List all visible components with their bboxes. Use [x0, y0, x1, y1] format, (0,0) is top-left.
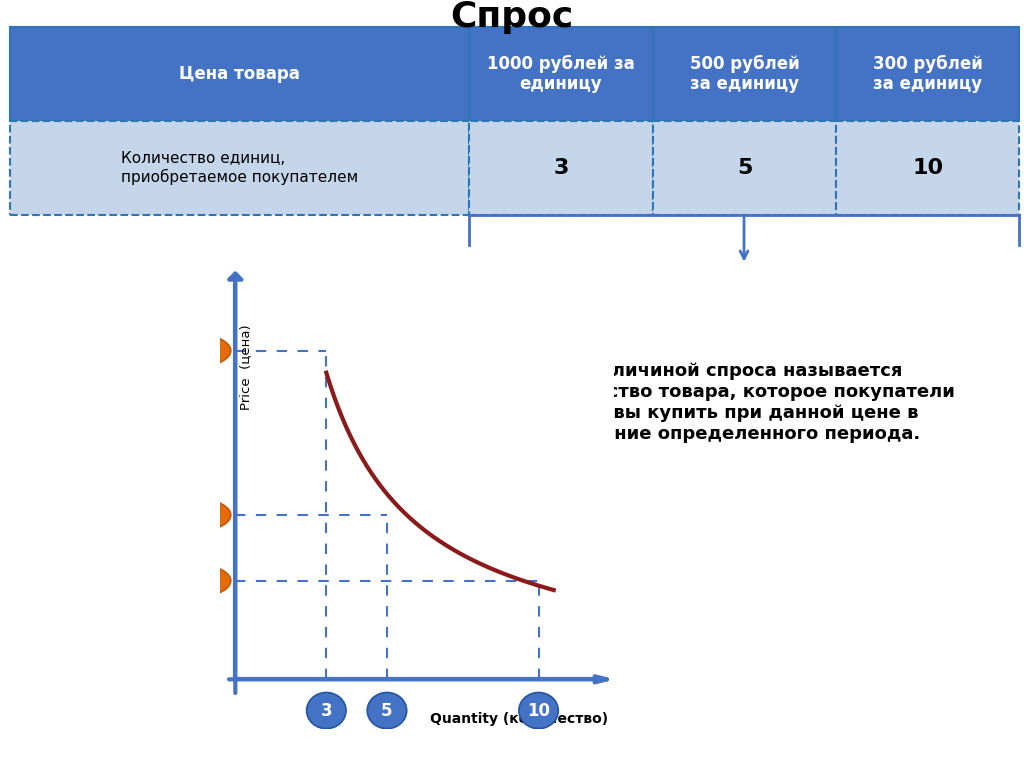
Bar — [10, 27, 469, 121]
Text: Quantity (количество): Quantity (количество) — [430, 712, 608, 726]
Text: Price  (цена): Price (цена) — [240, 324, 253, 410]
Text: 10: 10 — [912, 158, 943, 178]
Ellipse shape — [125, 495, 230, 535]
Text: Величиной спроса называется
количество товара, которое покупатели
готовы купить : Величиной спроса называется количество т… — [534, 363, 955, 443]
Text: 300: 300 — [159, 571, 197, 590]
Ellipse shape — [125, 561, 230, 601]
Bar — [652, 27, 837, 121]
Text: 3: 3 — [321, 702, 332, 719]
Bar — [837, 27, 1019, 121]
Text: 1000 рублей за
единицу: 1000 рублей за единицу — [487, 54, 635, 94]
Text: 500: 500 — [159, 506, 197, 524]
Text: Спрос: Спрос — [451, 0, 573, 34]
Text: 500 рублей
за единицу: 500 рублей за единицу — [689, 54, 800, 94]
Text: 10: 10 — [527, 702, 550, 719]
Ellipse shape — [306, 693, 346, 729]
Text: 3: 3 — [553, 158, 568, 178]
Text: Количество единиц,
приобретаемое покупателем: Количество единиц, приобретаемое покупат… — [121, 151, 358, 185]
Text: 300 рублей
за единицу: 300 рублей за единицу — [872, 54, 983, 94]
Bar — [469, 27, 652, 121]
Ellipse shape — [125, 331, 230, 370]
Bar — [652, 121, 837, 215]
Text: 5: 5 — [381, 702, 392, 719]
Bar — [469, 121, 652, 215]
Ellipse shape — [519, 693, 558, 729]
Text: Цена товара: Цена товара — [179, 65, 300, 83]
Bar — [837, 121, 1019, 215]
Text: 5: 5 — [737, 158, 753, 178]
Bar — [10, 121, 469, 215]
Ellipse shape — [368, 693, 407, 729]
Text: 1000: 1000 — [153, 341, 203, 360]
